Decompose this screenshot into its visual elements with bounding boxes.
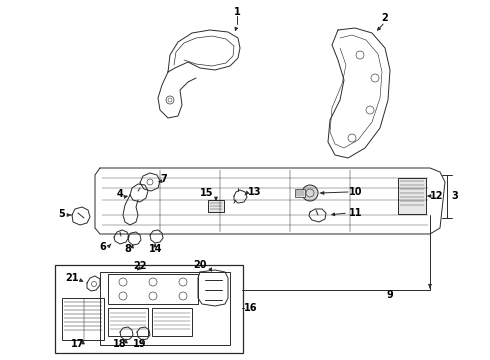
Text: 8: 8	[124, 244, 131, 254]
Text: 11: 11	[349, 208, 363, 218]
Bar	[398, 178, 426, 214]
Text: 5: 5	[59, 209, 65, 219]
Bar	[208, 200, 224, 212]
Bar	[62, 298, 104, 340]
Bar	[295, 189, 305, 197]
Text: 12: 12	[430, 191, 443, 201]
Text: 6: 6	[99, 242, 106, 252]
Bar	[100, 272, 230, 345]
Bar	[55, 265, 243, 353]
Text: 14: 14	[149, 244, 163, 254]
Text: 2: 2	[382, 13, 389, 23]
Bar	[108, 274, 198, 304]
Text: 13: 13	[248, 187, 262, 197]
Bar	[152, 308, 192, 336]
Text: 7: 7	[161, 174, 168, 184]
Text: 18: 18	[113, 339, 127, 349]
Text: 19: 19	[133, 339, 147, 349]
Text: 15: 15	[200, 188, 214, 198]
Text: 17: 17	[71, 339, 85, 349]
Bar	[108, 308, 148, 336]
Text: 9: 9	[387, 290, 393, 300]
Text: 21: 21	[65, 273, 79, 283]
Text: 16: 16	[244, 303, 258, 313]
Text: 22: 22	[133, 261, 147, 271]
Text: 20: 20	[193, 260, 207, 270]
Circle shape	[302, 185, 318, 201]
Text: 1: 1	[234, 7, 241, 17]
Text: 4: 4	[117, 189, 123, 199]
Text: 10: 10	[349, 187, 363, 197]
Text: 3: 3	[452, 191, 458, 201]
